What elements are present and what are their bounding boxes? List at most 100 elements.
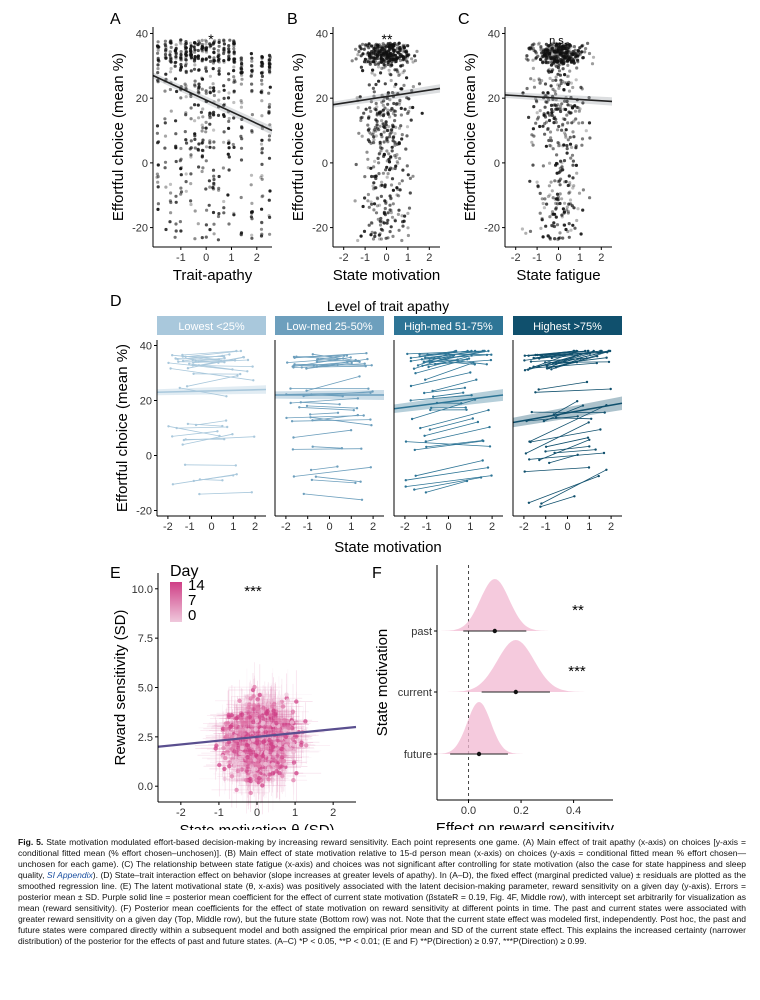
data-point — [560, 215, 564, 219]
participant-point — [186, 422, 190, 426]
data-point — [587, 96, 591, 100]
data-point — [397, 126, 402, 130]
participant-point — [607, 349, 611, 353]
data-point — [366, 138, 370, 142]
data-point — [239, 82, 243, 86]
data-point — [577, 121, 581, 125]
data-point — [391, 44, 396, 48]
data-point — [397, 41, 401, 45]
participant-line — [530, 429, 601, 443]
participant-point — [553, 451, 556, 455]
participant-line — [414, 477, 482, 490]
data-point — [267, 198, 271, 202]
data-point — [222, 96, 226, 100]
participant-point — [181, 443, 184, 446]
x-tick-label: 2 — [489, 521, 495, 533]
data-point — [201, 138, 205, 142]
data-point — [576, 58, 580, 62]
data-point — [558, 192, 562, 196]
data-point — [368, 60, 372, 64]
data-point — [389, 166, 393, 170]
data-point — [189, 47, 193, 51]
participant-point — [528, 440, 531, 443]
data-point — [193, 237, 197, 241]
participant-line — [435, 359, 491, 365]
data-point — [551, 41, 555, 46]
participant-point — [409, 384, 413, 388]
data-point — [547, 43, 551, 48]
data-point — [560, 102, 564, 106]
data-point — [222, 140, 226, 144]
participant-point — [530, 410, 533, 414]
data-point — [550, 189, 554, 193]
participant-point — [315, 360, 319, 363]
data-point — [539, 46, 543, 50]
data-point — [212, 56, 216, 60]
participant-line — [529, 362, 597, 369]
data-point — [407, 109, 411, 113]
participant-line — [179, 387, 227, 397]
data-point — [369, 100, 373, 104]
data-point — [222, 39, 226, 43]
participant-line — [429, 418, 473, 430]
participant-point — [404, 485, 407, 488]
data-point — [184, 189, 188, 193]
data-point — [372, 56, 376, 61]
data-point — [196, 147, 200, 151]
data-point — [549, 136, 553, 140]
participant-point — [423, 391, 426, 395]
data-point — [179, 56, 183, 60]
data-point — [549, 144, 553, 148]
data-point — [156, 207, 160, 211]
data-point — [586, 41, 590, 46]
regression-line — [504, 94, 613, 103]
data-point — [555, 223, 560, 227]
regression-band — [394, 389, 503, 413]
data-point — [400, 238, 404, 243]
data-point — [361, 42, 365, 46]
data-point — [268, 70, 272, 74]
data-point — [217, 188, 221, 192]
data-point — [189, 202, 193, 207]
data-point — [544, 144, 549, 148]
data-point — [561, 144, 565, 148]
data-point — [389, 64, 393, 68]
facet-strip — [157, 316, 266, 335]
data-point — [547, 60, 552, 64]
data-point — [379, 194, 383, 198]
data-point — [410, 57, 414, 61]
participant-point — [355, 407, 359, 410]
data-point — [386, 172, 390, 176]
data-point — [411, 105, 415, 110]
participant-point — [539, 354, 542, 357]
data-point — [374, 134, 378, 138]
data-point — [558, 177, 563, 181]
data-point — [375, 113, 379, 117]
data-point — [542, 55, 546, 59]
data-point — [156, 45, 160, 50]
data-point — [377, 203, 382, 207]
data-point — [549, 84, 553, 88]
data-point — [372, 208, 376, 212]
data-point — [521, 91, 525, 95]
data-point — [556, 195, 561, 199]
data-point — [385, 49, 389, 53]
participant-point — [177, 360, 180, 363]
participant-point — [409, 356, 413, 360]
data-point — [368, 106, 372, 110]
data-point — [530, 43, 534, 47]
participant-point — [349, 356, 352, 359]
data-point — [401, 220, 405, 224]
participant-line — [546, 437, 589, 448]
participant-point — [171, 354, 174, 357]
data-point — [538, 191, 542, 195]
data-point — [232, 50, 236, 54]
participant-point — [548, 461, 551, 465]
data-point — [212, 47, 216, 51]
data-point — [563, 73, 567, 77]
data-point — [563, 201, 567, 205]
data-point — [572, 184, 576, 188]
data-point — [389, 197, 393, 201]
data-point — [560, 45, 564, 49]
